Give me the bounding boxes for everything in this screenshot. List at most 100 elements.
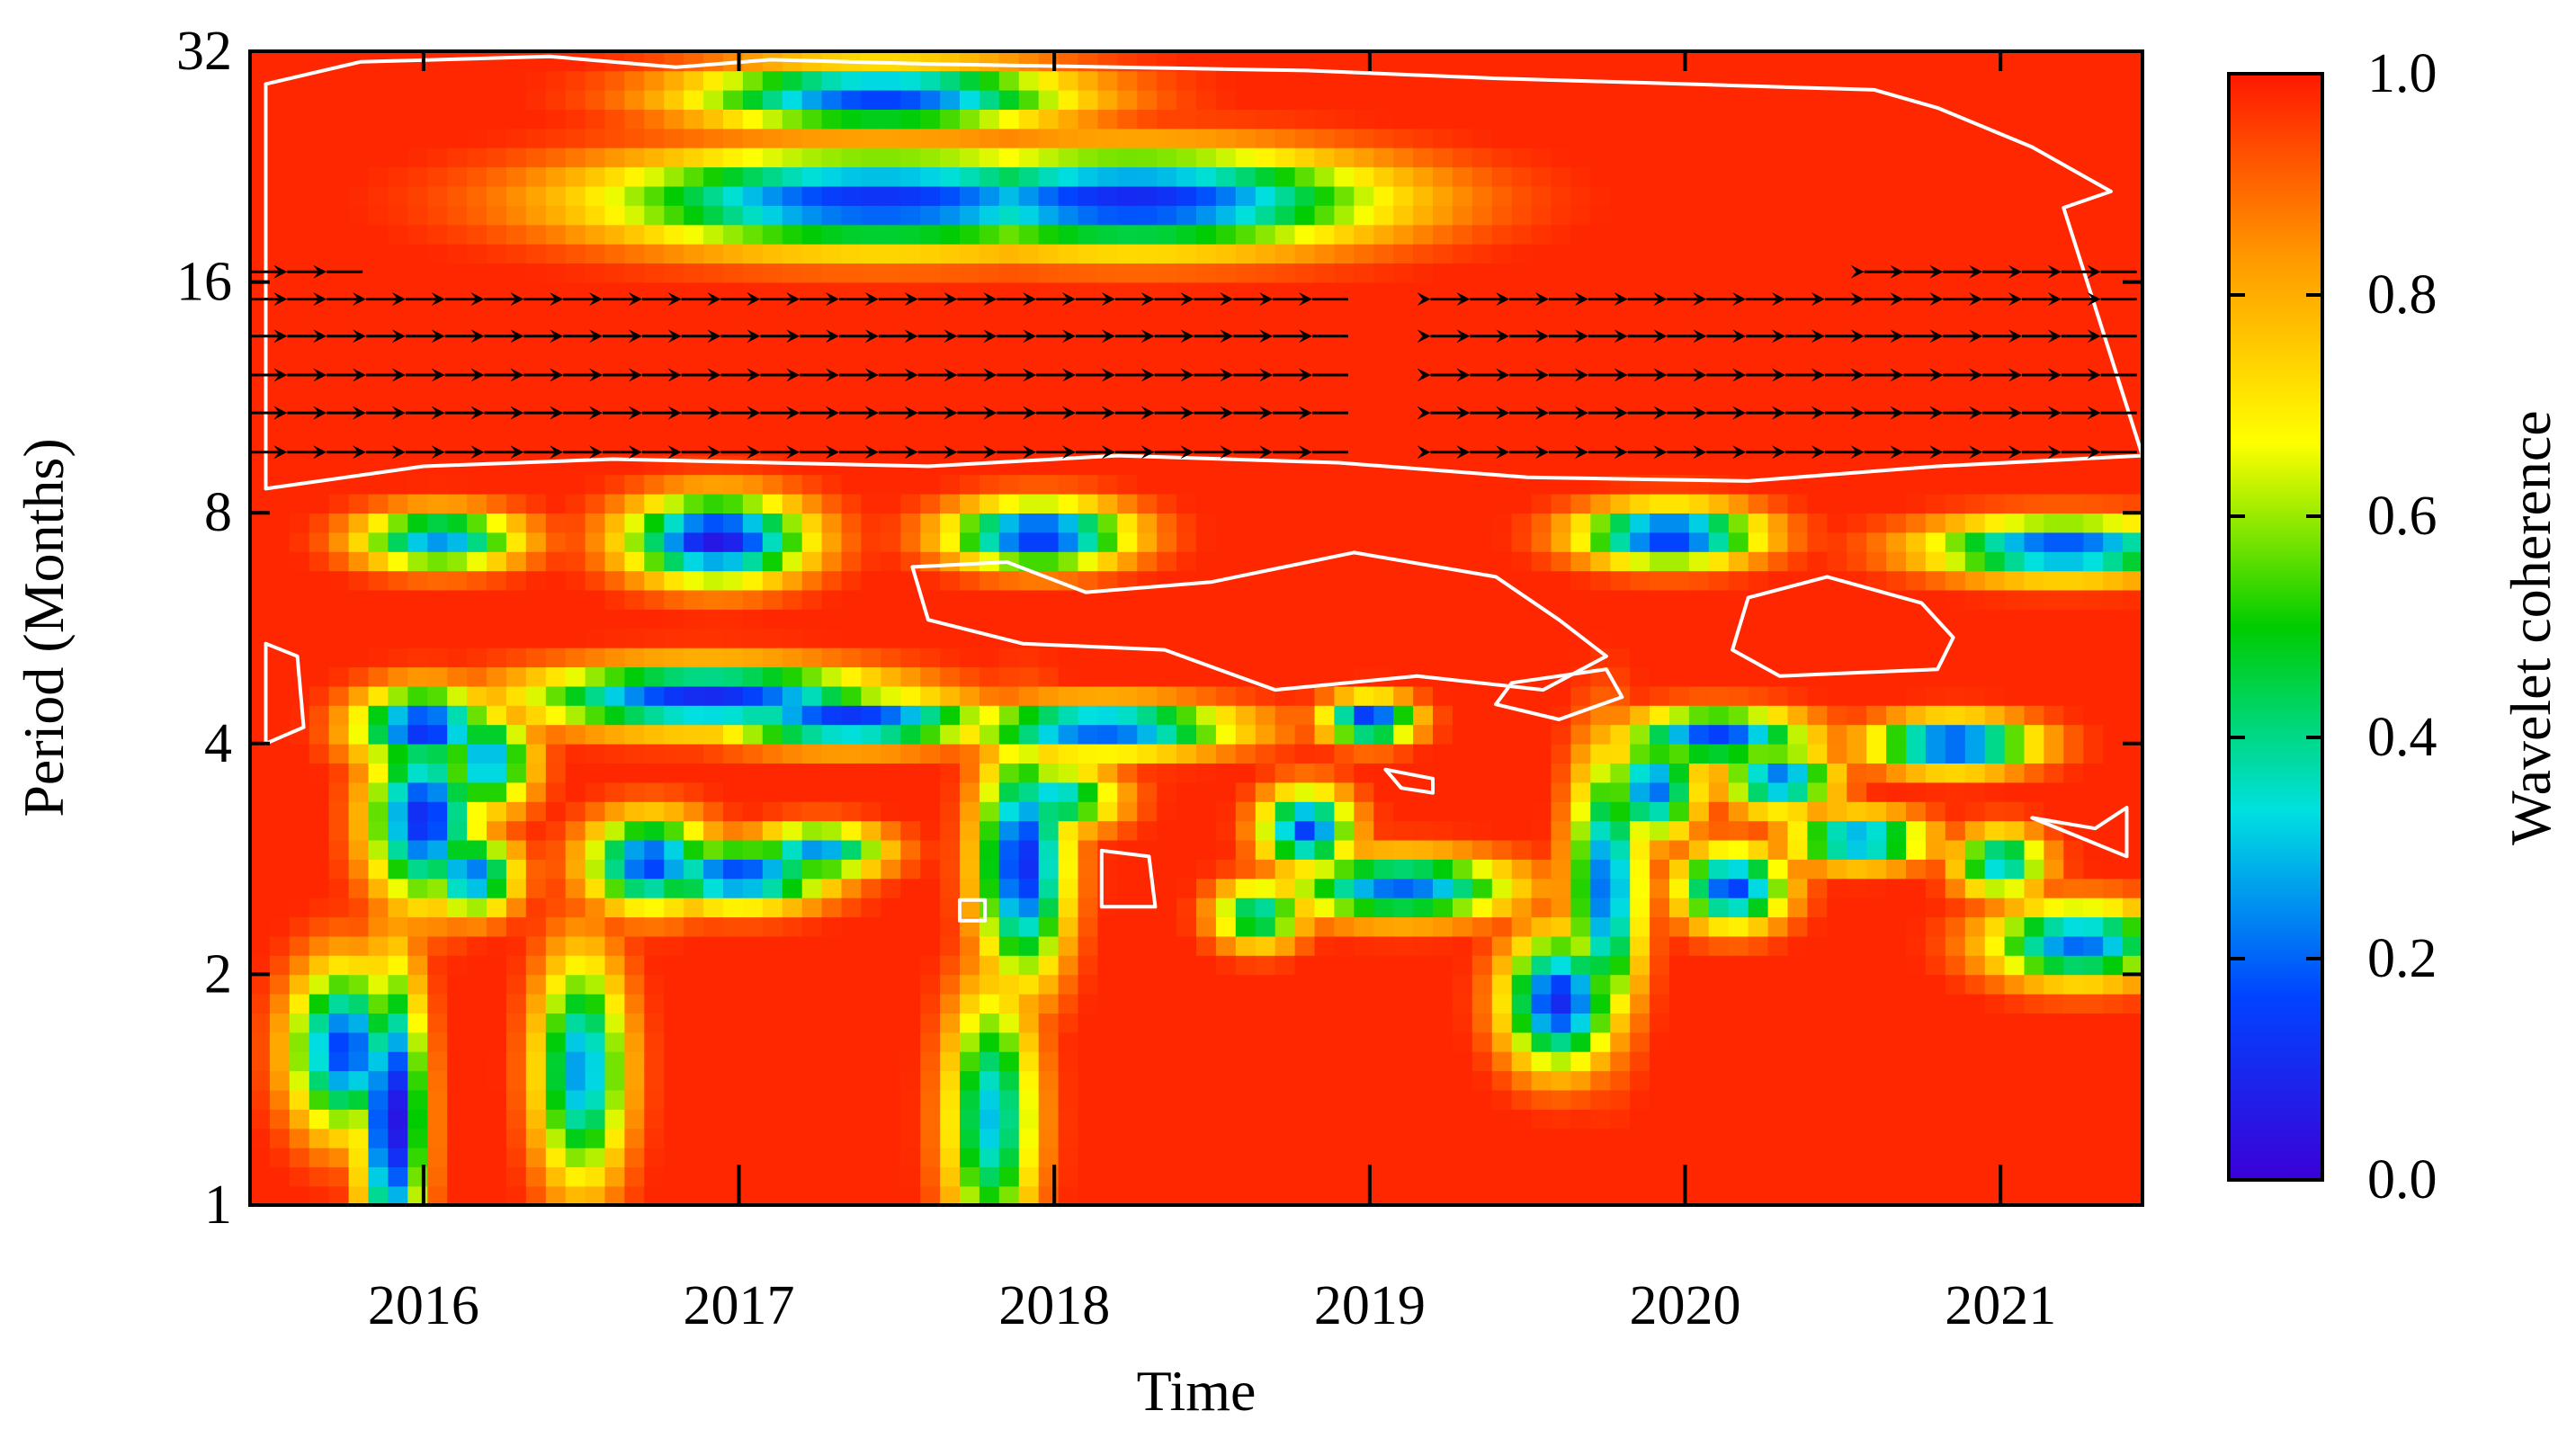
- heatmap-cell: [1688, 224, 1710, 245]
- heatmap-cell: [604, 743, 626, 764]
- heatmap-cell: [1728, 1032, 1749, 1052]
- heatmap-cell: [723, 205, 744, 226]
- heatmap-cell: [782, 724, 803, 745]
- heatmap-cell: [545, 1128, 567, 1148]
- heatmap-cell: [1570, 551, 1592, 572]
- heatmap-cell: [427, 1109, 448, 1130]
- heatmap-cell: [487, 1050, 507, 1072]
- heatmap-cell: [998, 416, 1020, 437]
- heatmap-cell: [1767, 589, 1789, 610]
- heatmap-cell: [624, 781, 646, 802]
- heatmap-cell: [624, 935, 646, 956]
- heatmap-cell: [1058, 185, 1079, 206]
- heatmap-cell: [1018, 916, 1040, 937]
- heatmap-cell: [269, 1013, 291, 1033]
- heatmap-cell: [1255, 1032, 1276, 1052]
- heatmap-cell: [1708, 1109, 1730, 1130]
- heatmap-cell: [1807, 416, 1829, 437]
- heatmap-cell: [1748, 1089, 1769, 1110]
- heatmap-cell: [1511, 551, 1533, 572]
- heatmap-cell: [1590, 1089, 1611, 1110]
- heatmap-cell: [723, 128, 744, 148]
- heatmap-cell: [1117, 128, 1138, 148]
- heatmap-cell: [1807, 705, 1829, 726]
- heatmap-cell: [348, 89, 370, 110]
- heatmap-cell: [1334, 839, 1355, 860]
- heatmap-cell: [1373, 589, 1394, 610]
- heatmap-cell: [368, 685, 389, 706]
- heatmap-cell: [545, 185, 567, 206]
- heatmap-cell: [1038, 993, 1060, 1014]
- heatmap-cell: [604, 128, 626, 148]
- heatmap-cell: [525, 89, 547, 110]
- heatmap-cell: [1018, 1166, 1040, 1187]
- heatmap-cell: [447, 724, 468, 745]
- heatmap-cell: [1354, 1070, 1374, 1091]
- heatmap-cell: [1215, 724, 1237, 745]
- heatmap-cell: [1748, 1147, 1769, 1167]
- heatmap-cell: [467, 205, 487, 226]
- heatmap-cell: [545, 51, 567, 72]
- heatmap-cell: [762, 801, 783, 822]
- heatmap-cell: [1176, 570, 1197, 591]
- heatmap-cell: [565, 185, 586, 206]
- heatmap-cell: [250, 1070, 271, 1091]
- heatmap-cell: [1275, 1109, 1296, 1130]
- heatmap-cell: [1097, 301, 1119, 322]
- heatmap-cell: [1215, 147, 1237, 168]
- heatmap-cell: [1491, 1185, 1513, 1205]
- heatmap-cell: [1570, 1013, 1592, 1033]
- heatmap-cell: [1018, 243, 1040, 263]
- heatmap-cell: [1157, 551, 1177, 572]
- heatmap-cell: [1018, 763, 1040, 783]
- heatmap-cell: [841, 705, 863, 726]
- heatmap-cell: [1018, 705, 1040, 726]
- heatmap-cell: [1570, 493, 1592, 514]
- heatmap-cell: [1294, 301, 1316, 322]
- heatmap-cell: [1610, 185, 1631, 206]
- heatmap-cell: [289, 589, 310, 610]
- heatmap-cell: [1294, 589, 1316, 610]
- heatmap-cell: [1531, 1147, 1552, 1167]
- heatmap-cell: [1610, 397, 1631, 418]
- heatmap-cell: [782, 589, 803, 610]
- heatmap-cell: [841, 224, 863, 245]
- heatmap-cell: [1708, 743, 1730, 764]
- heatmap-cell: [1235, 551, 1257, 572]
- heatmap-cell: [841, 416, 863, 437]
- heatmap-cell: [1748, 859, 1769, 880]
- heatmap-cell: [1669, 89, 1690, 110]
- heatmap-cell: [1078, 551, 1099, 572]
- heatmap-cell: [1334, 955, 1355, 976]
- heatmap-cell: [1452, 955, 1473, 976]
- heatmap-cell: [388, 166, 409, 187]
- heatmap-cell: [328, 1109, 350, 1130]
- heatmap-cell: [1157, 609, 1177, 630]
- heatmap-cell: [1393, 724, 1414, 745]
- heatmap-cell: [407, 128, 428, 148]
- heatmap-cell: [1748, 935, 1769, 956]
- heatmap-cell: [1452, 1185, 1473, 1205]
- heatmap-cell: [1807, 51, 1829, 72]
- heatmap-cell: [487, 281, 507, 302]
- heatmap-cell: [900, 628, 921, 648]
- heatmap-cell: [1767, 205, 1789, 226]
- heatmap-cell: [762, 263, 783, 283]
- heatmap-cell: [960, 70, 980, 91]
- heatmap-cell: [604, 89, 626, 110]
- heatmap-cell: [1314, 820, 1336, 841]
- heatmap-cell: [940, 51, 961, 72]
- heatmap-cell: [1748, 878, 1769, 898]
- heatmap-cell: [821, 1089, 843, 1110]
- heatmap-cell: [427, 705, 448, 726]
- heatmap-cell: [1176, 935, 1197, 956]
- heatmap-cell: [1354, 589, 1374, 610]
- heatmap-cell: [1787, 1070, 1809, 1091]
- heatmap-cell: [1137, 1109, 1158, 1130]
- heatmap-cell: [427, 301, 448, 322]
- heatmap-cell: [269, 455, 291, 476]
- heatmap-cell: [1137, 935, 1158, 956]
- heatmap-cell: [1433, 378, 1453, 398]
- heatmap-cell: [900, 339, 921, 360]
- heatmap-cell: [1196, 128, 1217, 148]
